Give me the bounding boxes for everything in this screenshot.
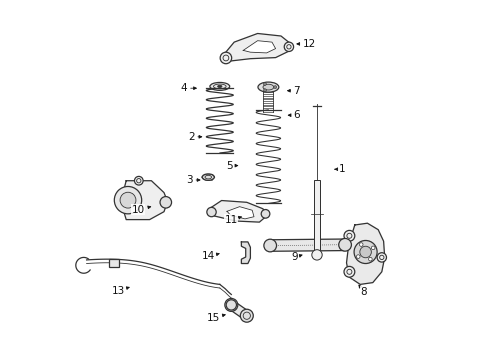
Text: 8: 8 xyxy=(359,285,367,297)
Text: 4: 4 xyxy=(181,83,196,93)
Circle shape xyxy=(240,309,253,322)
Ellipse shape xyxy=(258,82,279,92)
Polygon shape xyxy=(242,242,250,264)
Circle shape xyxy=(360,243,363,246)
Circle shape xyxy=(243,312,250,319)
Circle shape xyxy=(339,238,351,251)
Circle shape xyxy=(242,311,252,321)
Text: 3: 3 xyxy=(186,175,200,185)
Circle shape xyxy=(264,239,276,252)
Circle shape xyxy=(225,298,238,311)
Circle shape xyxy=(368,257,372,261)
FancyBboxPatch shape xyxy=(109,259,119,267)
Ellipse shape xyxy=(202,174,215,180)
Circle shape xyxy=(354,240,377,264)
Text: 7: 7 xyxy=(288,86,300,96)
Circle shape xyxy=(377,253,387,262)
Ellipse shape xyxy=(218,85,222,87)
Polygon shape xyxy=(243,41,275,53)
Text: 15: 15 xyxy=(207,312,225,323)
Circle shape xyxy=(261,210,270,218)
Text: 13: 13 xyxy=(112,285,129,296)
Circle shape xyxy=(284,42,294,51)
Circle shape xyxy=(371,246,375,249)
Circle shape xyxy=(226,300,237,310)
Circle shape xyxy=(114,186,142,214)
Polygon shape xyxy=(227,207,254,219)
Circle shape xyxy=(312,250,322,260)
Polygon shape xyxy=(346,223,385,284)
Polygon shape xyxy=(211,201,267,222)
Circle shape xyxy=(274,86,277,89)
Circle shape xyxy=(160,197,172,208)
Circle shape xyxy=(228,301,235,309)
Text: 9: 9 xyxy=(292,252,302,262)
Text: 11: 11 xyxy=(224,215,242,225)
Circle shape xyxy=(207,207,216,217)
FancyBboxPatch shape xyxy=(314,180,320,255)
Polygon shape xyxy=(223,33,290,61)
Circle shape xyxy=(360,246,371,258)
Text: 5: 5 xyxy=(226,161,238,171)
Polygon shape xyxy=(270,239,345,251)
Polygon shape xyxy=(121,181,168,220)
Polygon shape xyxy=(229,301,249,320)
Circle shape xyxy=(120,192,136,208)
Circle shape xyxy=(344,230,355,241)
Text: 12: 12 xyxy=(297,39,316,49)
Circle shape xyxy=(264,82,267,85)
Text: 10: 10 xyxy=(132,204,151,215)
Circle shape xyxy=(134,176,143,185)
Circle shape xyxy=(344,266,355,277)
Text: 14: 14 xyxy=(202,251,219,261)
Circle shape xyxy=(220,52,232,64)
Circle shape xyxy=(264,89,267,92)
Circle shape xyxy=(356,255,360,258)
Ellipse shape xyxy=(263,84,274,90)
Text: 6: 6 xyxy=(288,110,300,120)
Text: 1: 1 xyxy=(335,164,345,174)
Ellipse shape xyxy=(210,82,230,90)
Text: 2: 2 xyxy=(188,132,202,142)
